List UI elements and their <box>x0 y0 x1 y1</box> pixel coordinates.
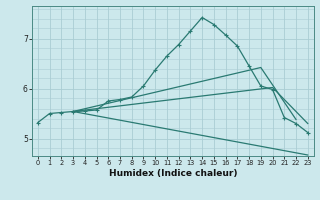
X-axis label: Humidex (Indice chaleur): Humidex (Indice chaleur) <box>108 169 237 178</box>
